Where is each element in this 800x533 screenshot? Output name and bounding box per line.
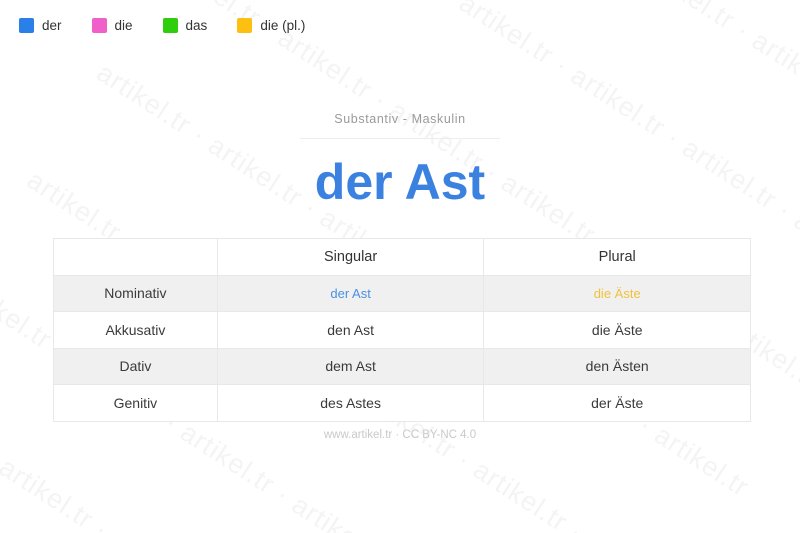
cell-singular-dativ: dem Ast — [216, 347, 485, 385]
cell-plural-genitiv: der Äste — [483, 384, 751, 422]
column-header-singular: Singular — [216, 238, 485, 276]
legend-item-der: der — [19, 18, 62, 33]
cell-plural-nominativ: die Äste — [483, 274, 751, 312]
case-label-dativ: Dativ — [53, 347, 218, 385]
legend-label: das — [185, 18, 208, 33]
table-row: Genitiv des Astes der Äste — [53, 384, 751, 422]
case-label-nominativ: Nominativ — [53, 274, 218, 312]
color-swatch-icon — [237, 18, 253, 33]
column-header-case — [53, 238, 218, 276]
legend-item-die: die — [91, 18, 133, 33]
color-swatch-icon — [91, 18, 107, 33]
legend-item-die-plural: die (pl.) — [237, 18, 305, 33]
article-color-legend: der die das die (pl.) — [19, 18, 335, 33]
legend-label: die (pl.) — [260, 18, 306, 33]
column-header-plural: Plural — [483, 238, 751, 276]
declension-table: Singular Plural Nominativ der Ast die Äs… — [53, 238, 751, 422]
legend-label: der — [42, 18, 62, 33]
color-swatch-icon — [162, 18, 178, 33]
cell-value: der Ast — [330, 286, 371, 302]
legend-label: die — [114, 18, 133, 33]
cell-value: die Äste — [593, 286, 641, 302]
cell-singular-akkusativ: den Ast — [216, 311, 485, 349]
table-row: Akkusativ den Ast die Äste — [53, 311, 751, 349]
table-row: Dativ dem Ast den Ästen — [53, 347, 751, 385]
page-title: der Ast — [314, 154, 486, 210]
table-row: Nominativ der Ast die Äste — [53, 274, 751, 312]
case-label-genitiv: Genitiv — [53, 384, 218, 422]
card-header: Substantiv - Maskulin der Ast — [0, 112, 800, 209]
cell-plural-akkusativ: die Äste — [483, 311, 751, 349]
footer-attribution: www.artikel.tr · CC BY-NC 4.0 — [323, 429, 477, 441]
header-divider — [300, 138, 500, 139]
case-label-akkusativ: Akkusativ — [53, 311, 218, 349]
cell-plural-dativ: den Ästen — [483, 347, 751, 385]
legend-item-das: das — [162, 18, 208, 33]
word-category-subtitle: Substantiv - Maskulin — [334, 112, 466, 126]
color-swatch-icon — [19, 18, 34, 33]
cell-singular-nominativ: der Ast — [216, 274, 485, 312]
table-header-row: Singular Plural — [53, 238, 751, 276]
cell-singular-genitiv: des Astes — [216, 384, 485, 422]
